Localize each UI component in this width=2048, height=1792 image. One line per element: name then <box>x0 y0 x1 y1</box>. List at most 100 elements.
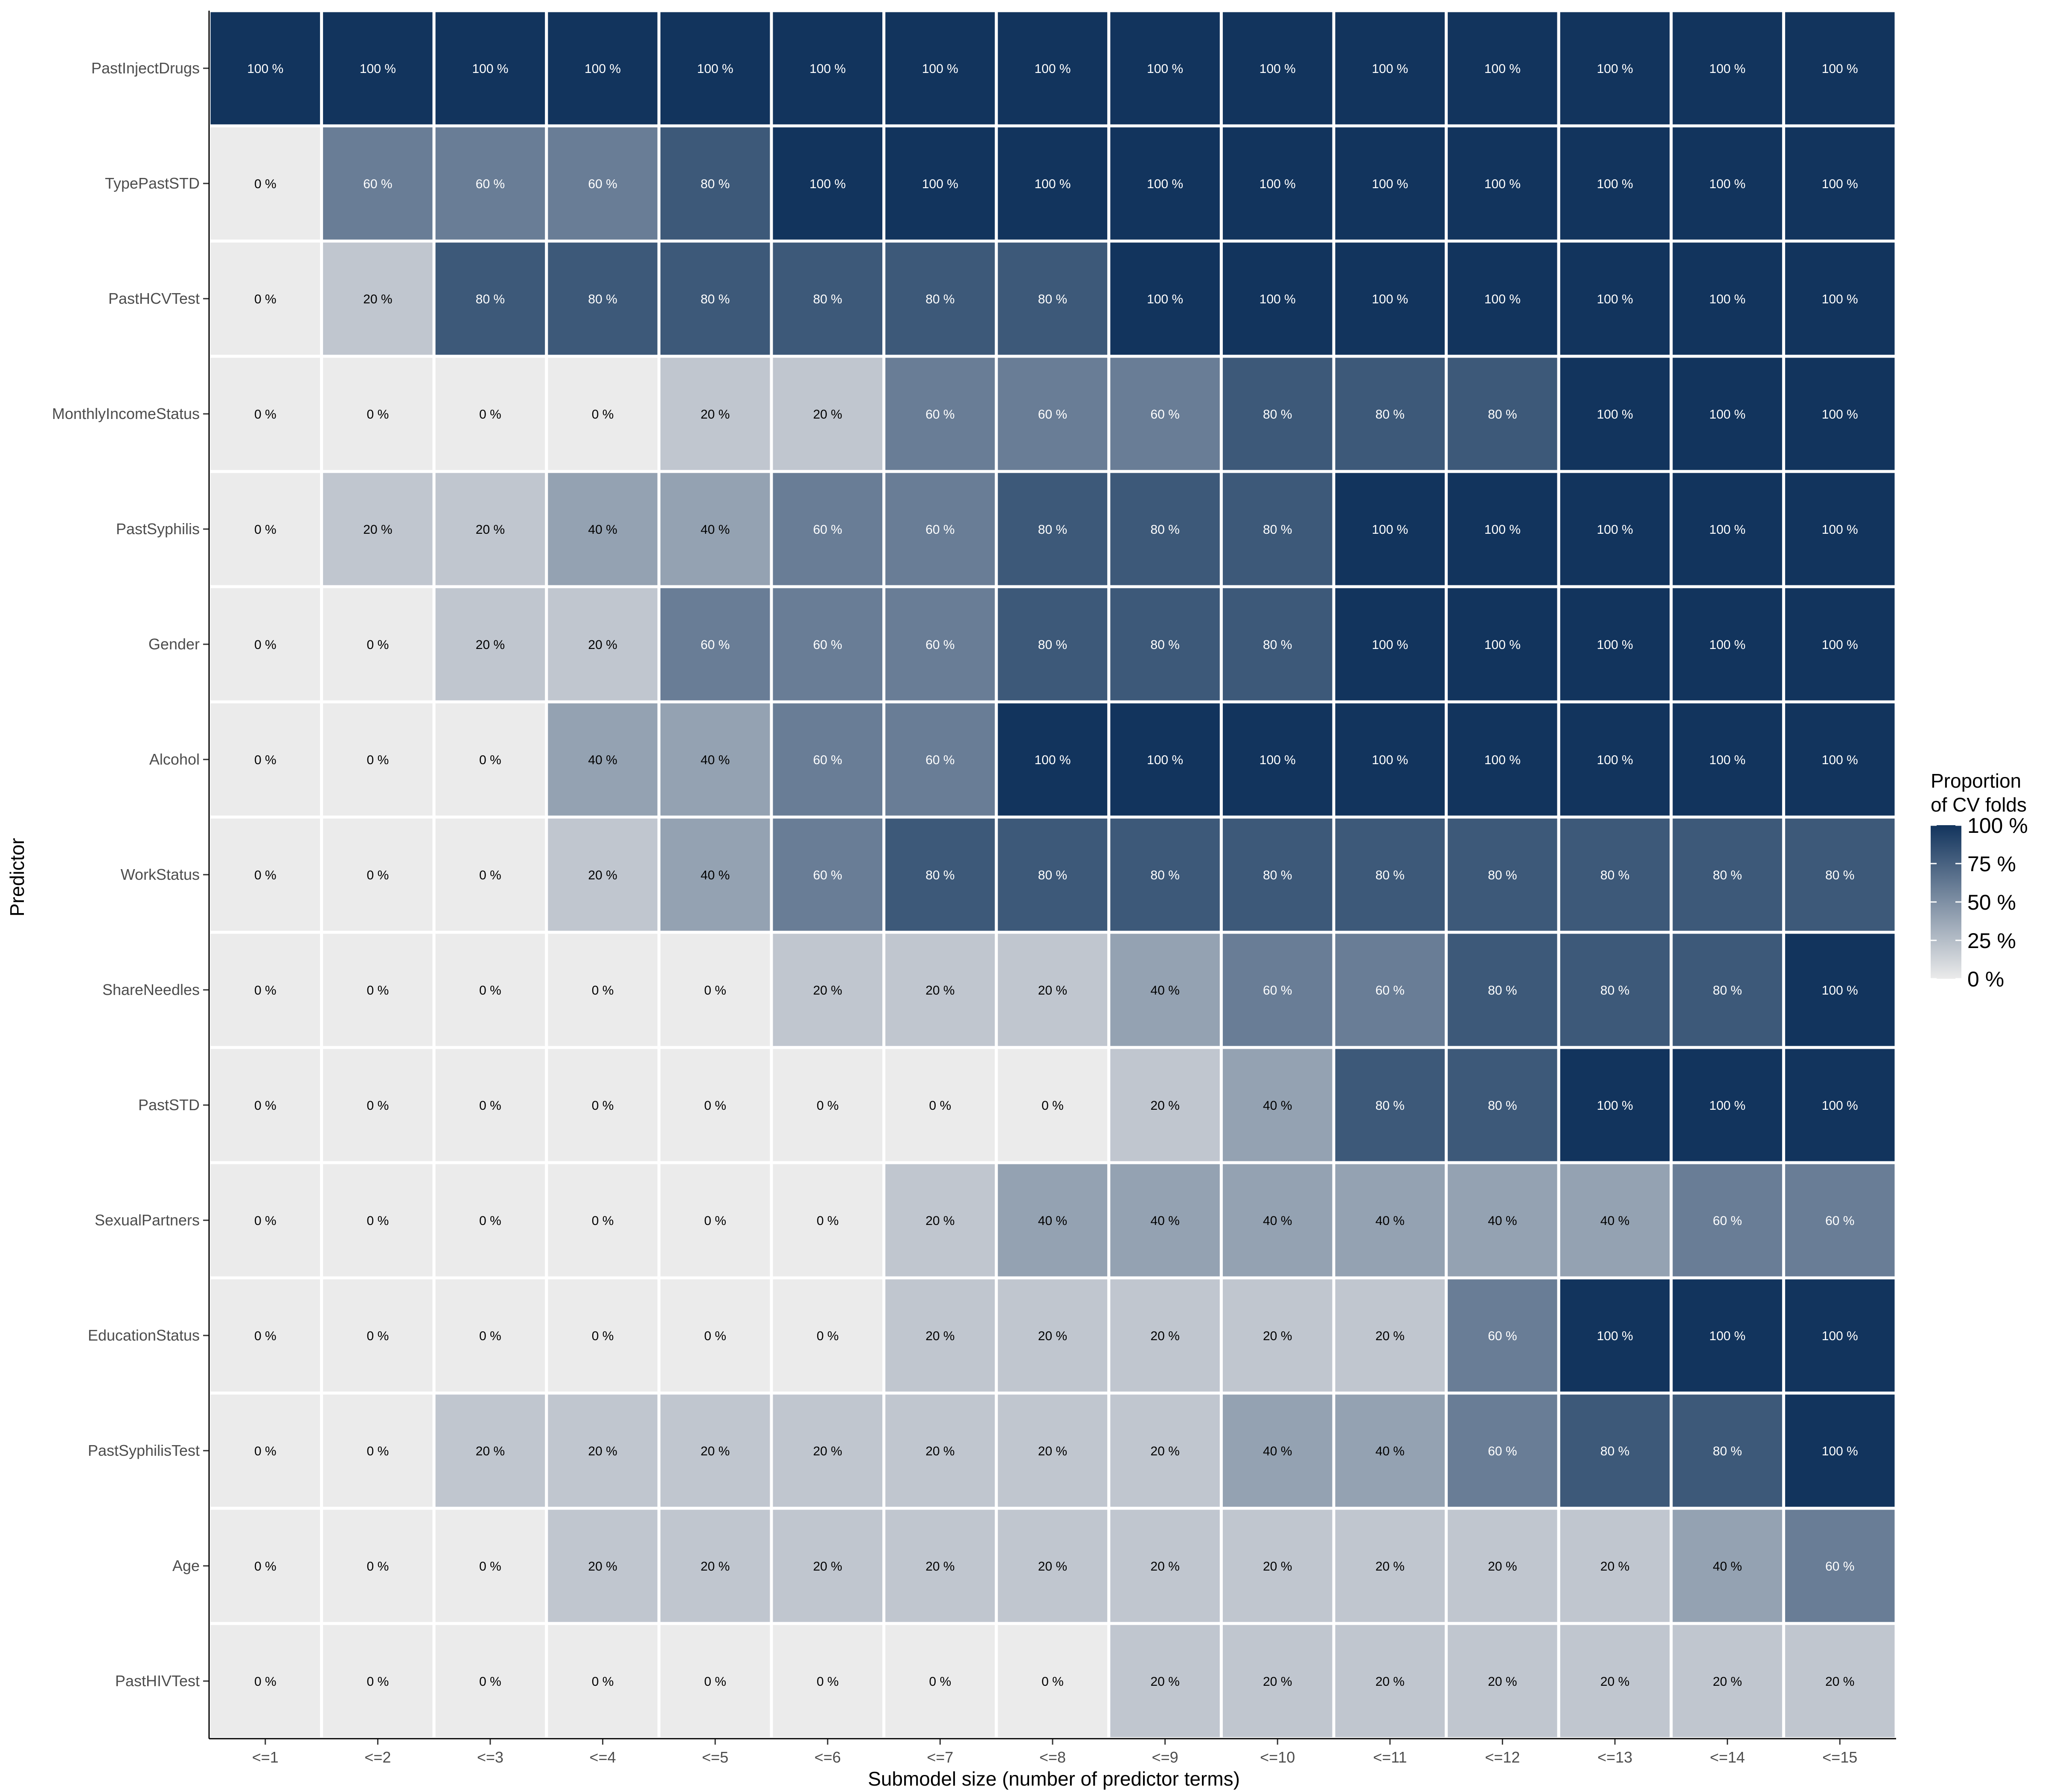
cell-value-label: 60 % <box>813 523 842 537</box>
heatmap-cell-sexualpartners-9 <box>1107 1161 1223 1280</box>
heatmap-cell-age-6 <box>770 1507 886 1625</box>
cell-value-label: 0 % <box>254 1099 276 1113</box>
heatmap-cell-gender-14 <box>1670 585 1785 704</box>
heatmap-cell-pastsyphilistest-15 <box>1782 1391 1898 1510</box>
cell-value-label: 60 % <box>476 177 505 191</box>
x-tick-label-2: <=2 <box>364 1748 391 1766</box>
cell-value-label: 0 % <box>817 1329 839 1343</box>
legend-tick-label: 25 % <box>1967 929 2016 953</box>
heatmap-cell-pasthivtest-13 <box>1557 1622 1673 1740</box>
heatmap-cell-pastinjectdrugs-12 <box>1445 9 1560 128</box>
cell-value-label: 0 % <box>704 983 726 998</box>
heatmap-cell-monthlyincomestatus-6 <box>770 355 886 473</box>
heatmap-cell-workstatus-8 <box>995 815 1111 934</box>
cell-value-label: 20 % <box>588 1559 617 1574</box>
cell-value-label: 0 % <box>254 523 276 537</box>
cell-value-label: 0 % <box>704 1675 726 1689</box>
cell-value-label: 80 % <box>1376 1099 1405 1113</box>
heatmap-cell-monthlyincomestatus-7 <box>882 355 998 473</box>
heatmap-cell-pastsyphilistest-3 <box>432 1391 548 1510</box>
heatmap-cell-alcohol-2 <box>320 700 436 819</box>
y-tick-label-paststd: PastSTD <box>138 1096 200 1114</box>
legend-tick-label: 0 % <box>1967 967 2004 991</box>
legend-ticks: 100 % 75 % 50 % 25 % 0 % <box>1931 814 2028 991</box>
cell-value-label: 100 % <box>1260 753 1296 767</box>
cell-value-label: 100 % <box>1822 983 1858 998</box>
cell-value-label: 100 % <box>1372 753 1408 767</box>
cell-value-label: 100 % <box>1034 177 1071 191</box>
cell-value-label: 100 % <box>1147 292 1183 306</box>
cell-value-label: 80 % <box>1038 292 1067 306</box>
cell-value-label: 80 % <box>1713 868 1742 882</box>
heatmap-cell-paststd-11 <box>1332 1046 1448 1164</box>
cell-value-label: 80 % <box>1600 983 1629 998</box>
cell-value-label: 100 % <box>1709 523 1745 537</box>
cell-value-label: 60 % <box>1038 407 1067 422</box>
cell-value-label: 40 % <box>1038 1214 1067 1228</box>
heatmap-cell-paststd-9 <box>1107 1046 1223 1164</box>
heatmap-cell-age-12 <box>1445 1507 1560 1625</box>
cell-value-label: 20 % <box>925 983 954 998</box>
heatmap-cell-pasthcvtest-15 <box>1782 239 1898 358</box>
cell-value-label: 80 % <box>925 868 954 882</box>
cell-value-label: 0 % <box>479 868 501 882</box>
heatmap-cell-educationstatus-15 <box>1782 1276 1898 1395</box>
heatmap-cell-paststd-14 <box>1670 1046 1785 1164</box>
heatmap-cell-monthlyincomestatus-3 <box>432 355 548 473</box>
cell-value-label: 40 % <box>1376 1214 1405 1228</box>
heatmap-cell-monthlyincomestatus-1 <box>207 355 323 473</box>
cell-value-label: 100 % <box>1147 62 1183 76</box>
cell-value-label: 60 % <box>1263 983 1292 998</box>
cell-value-label: 40 % <box>1376 1444 1405 1458</box>
cell-value-label: 0 % <box>479 407 501 422</box>
heatmap-cell-pasthivtest-10 <box>1219 1622 1335 1740</box>
heatmap-cell-sexualpartners-10 <box>1219 1161 1335 1280</box>
cell-value-label: 0 % <box>367 868 389 882</box>
heatmap-cell-workstatus-3 <box>432 815 548 934</box>
heatmap-cell-typepaststd-3 <box>432 124 548 243</box>
heatmap-cell-shareneedles-5 <box>657 931 773 1049</box>
cell-value-label: 0 % <box>367 1559 389 1574</box>
cell-value-label: 100 % <box>1822 638 1858 652</box>
cell-value-label: 0 % <box>254 868 276 882</box>
heatmap-cell-workstatus-10 <box>1219 815 1335 934</box>
cell-value-label: 0 % <box>367 1329 389 1343</box>
cell-value-label: 0 % <box>254 177 276 191</box>
heatmap-cell-pastinjectdrugs-2 <box>320 9 436 128</box>
heatmap-cell-pastinjectdrugs-9 <box>1107 9 1223 128</box>
cell-value-label: 40 % <box>1488 1214 1517 1228</box>
cell-value-label: 100 % <box>1484 523 1521 537</box>
heatmap-cell-gender-12 <box>1445 585 1560 704</box>
cell-value-label: 20 % <box>701 1559 730 1574</box>
cell-value-label: 40 % <box>701 523 730 537</box>
cell-value-label: 100 % <box>585 62 621 76</box>
cell-value-label: 20 % <box>925 1444 954 1458</box>
cell-value-label: 0 % <box>479 1329 501 1343</box>
x-tick-label-4: <=4 <box>590 1748 616 1766</box>
heatmap-cell-age-14 <box>1670 1507 1785 1625</box>
heatmap-cell-pastsyphilis-8 <box>995 470 1111 588</box>
cell-value-label: 0 % <box>254 638 276 652</box>
heatmap-axes <box>203 11 1896 1745</box>
cell-value-label: 80 % <box>1600 868 1629 882</box>
y-tick-label-age: Age <box>172 1557 200 1574</box>
heatmap-cell-pasthcvtest-11 <box>1332 239 1448 358</box>
cell-value-label: 60 % <box>925 638 954 652</box>
x-tick-label-3: <=3 <box>477 1748 503 1766</box>
heatmap-cell-pastsyphilistest-13 <box>1557 1391 1673 1510</box>
cell-value-label: 0 % <box>704 1214 726 1228</box>
heatmap-cell-typepaststd-4 <box>545 124 660 243</box>
legend-tick-label: 75 % <box>1967 852 2016 876</box>
heatmap-cell-typepaststd-8 <box>995 124 1111 243</box>
cell-value-label: 100 % <box>1709 638 1745 652</box>
cell-value-label: 0 % <box>367 1444 389 1458</box>
cell-value-label: 100 % <box>1709 177 1745 191</box>
heatmap-cell-alcohol-13 <box>1557 700 1673 819</box>
cell-value-label: 20 % <box>813 407 842 422</box>
heatmap-cell-age-8 <box>995 1507 1111 1625</box>
heatmap-cell-educationstatus-1 <box>207 1276 323 1395</box>
cell-value-label: 0 % <box>367 1099 389 1113</box>
cell-value-label: 20 % <box>588 1444 617 1458</box>
x-tick-label-13: <=13 <box>1597 1748 1632 1766</box>
cell-value-label: 40 % <box>1150 983 1179 998</box>
